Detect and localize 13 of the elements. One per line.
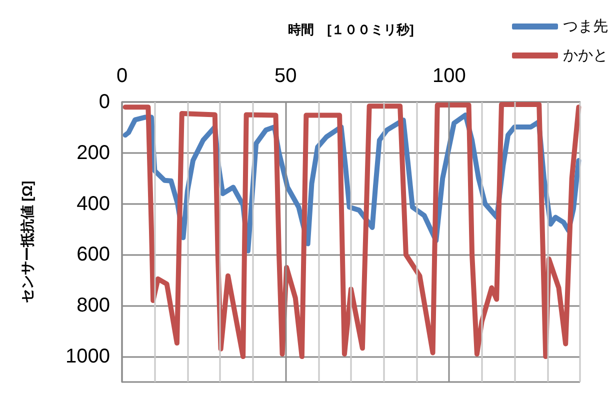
x-tick-label: 0: [116, 65, 128, 87]
y-tick-label: 600: [76, 244, 110, 266]
legend-label: かかと: [563, 47, 608, 64]
y-tick-label: 0: [98, 91, 110, 113]
x-tick-label: 50: [274, 65, 297, 87]
y-tick-label: 400: [76, 192, 110, 215]
y-axis-title: センサー抵抗値 [Ω]: [19, 180, 35, 304]
legend-label: つま先: [563, 18, 608, 35]
x-tick-label: 100: [432, 65, 466, 87]
y-tick-label: 1000: [66, 346, 110, 368]
y-tick-label: 200: [76, 142, 110, 164]
y-tick-label: 800: [76, 294, 110, 317]
x-axis-title: 時間 [１００ミリ秒]: [288, 22, 414, 37]
